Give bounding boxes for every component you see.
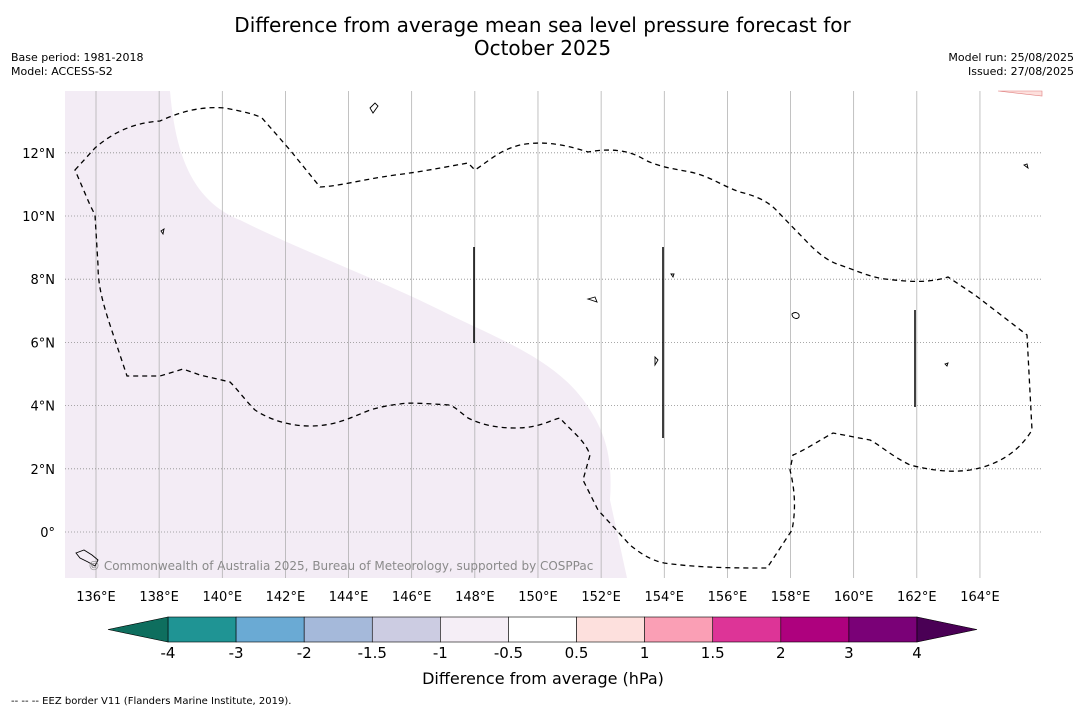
colorbar-tick-label: -1.5 bbox=[358, 644, 387, 662]
lon-tick-label: 158°E bbox=[771, 590, 811, 605]
meta-left: Base period: 1981-2018 Model: ACCESS-S2 bbox=[11, 51, 143, 79]
lon-tick-label: 140°E bbox=[203, 590, 243, 605]
colorbar-tick-label: 3 bbox=[844, 644, 854, 662]
colorbar-swatch bbox=[303, 616, 373, 643]
colorbar-under-arrow bbox=[107, 616, 169, 643]
lon-tick-label: 144°E bbox=[329, 590, 369, 605]
colorbar-tick-label: 4 bbox=[912, 644, 922, 662]
island bbox=[944, 362, 949, 367]
colorbar-swatch bbox=[576, 616, 645, 643]
shaded-corner bbox=[997, 90, 1043, 97]
lat-tick-label: 10°N bbox=[22, 210, 55, 225]
lon-tick-label: 156°E bbox=[708, 590, 748, 605]
island bbox=[75, 549, 99, 567]
island bbox=[160, 228, 165, 236]
colorbar-tick-label: -3 bbox=[229, 644, 244, 662]
lon-tick-label: 146°E bbox=[392, 590, 432, 605]
colorbar-swatch bbox=[644, 616, 714, 643]
colorbar-swatch bbox=[235, 616, 305, 643]
lat-tick-label: 8°N bbox=[31, 273, 56, 288]
islands bbox=[75, 102, 1029, 567]
island bbox=[1023, 163, 1029, 170]
lon-tick-label: 136°E bbox=[76, 590, 116, 605]
lat-tick-label: 6°N bbox=[31, 336, 56, 351]
base-period: Base period: 1981-2018 bbox=[11, 51, 144, 64]
colorbar-over-arrow bbox=[916, 616, 978, 643]
issued-date: Issued: 27/08/2025 bbox=[967, 65, 1074, 78]
lon-tick-label: 154°E bbox=[644, 590, 684, 605]
colorbar-swatch bbox=[440, 616, 509, 643]
colorbar-tick-label: 1 bbox=[640, 644, 650, 662]
colorbar: -4 -3 -2 -1.5 -1 -0.5 0.5 1 1.5 2 3 4 bbox=[107, 616, 978, 662]
colorbar-tick-label: -0.5 bbox=[494, 644, 523, 662]
title-line-2: October 2025 bbox=[473, 36, 612, 60]
lat-tick-label: 0° bbox=[40, 526, 55, 541]
colorbar-tick-label: -1 bbox=[433, 644, 448, 662]
colorbar-swatch bbox=[780, 616, 850, 643]
lon-tick-label: 152°E bbox=[581, 590, 621, 605]
colorbar-tick-label: 0.5 bbox=[565, 644, 589, 662]
island bbox=[670, 273, 675, 279]
footnote: -- -- -- EEZ border V11 (Flanders Marine… bbox=[11, 696, 292, 707]
lon-tick-label: 150°E bbox=[518, 590, 558, 605]
lon-tick-label: 142°E bbox=[266, 590, 306, 605]
shaded-anomaly-region bbox=[65, 91, 627, 578]
lat-tick-label: 12°N bbox=[22, 147, 55, 162]
colorbar-title: Difference from average (hPa) bbox=[422, 669, 664, 688]
colorbar-swatch bbox=[712, 616, 782, 643]
copyright-text: © Commonwealth of Australia 2025, Bureau… bbox=[88, 559, 593, 573]
colorbar-swatch bbox=[848, 616, 918, 643]
colorbar-swatch bbox=[167, 616, 237, 643]
lon-tick-label: 138°E bbox=[139, 590, 179, 605]
model-name: Model: ACCESS-S2 bbox=[11, 65, 113, 78]
colorbar-swatch bbox=[371, 616, 441, 643]
map-title: Difference from average mean sea level p… bbox=[0, 14, 1085, 60]
colorbar-tick-label: 2 bbox=[776, 644, 786, 662]
model-run: Model run: 25/08/2025 bbox=[948, 51, 1074, 64]
lat-tick-label: 2°N bbox=[31, 463, 56, 478]
colorbar-swatch bbox=[508, 616, 577, 643]
island bbox=[586, 296, 598, 303]
colorbar-tick-label: 1.5 bbox=[701, 644, 725, 662]
lat-tick-label: 4°N bbox=[31, 400, 56, 415]
island bbox=[654, 355, 659, 367]
lon-tick-label: 162°E bbox=[897, 590, 937, 605]
colorbar-tick-label: -2 bbox=[297, 644, 312, 662]
lon-tick-label: 160°E bbox=[834, 590, 874, 605]
lon-tick-label: 148°E bbox=[455, 590, 495, 605]
island bbox=[791, 312, 800, 319]
island bbox=[369, 102, 379, 114]
colorbar-tick-label: -4 bbox=[161, 644, 176, 662]
title-line-1: Difference from average mean sea level p… bbox=[234, 13, 851, 37]
lon-tick-label: 164°E bbox=[960, 590, 1000, 605]
grid-lines: 136°E 138°E 140°E 142°E 144°E 146°E 148°E 150°E… bbox=[22, 91, 1042, 605]
meta-right: Model run: 25/08/2025 Issued: 27/08/2025 bbox=[948, 51, 1074, 79]
